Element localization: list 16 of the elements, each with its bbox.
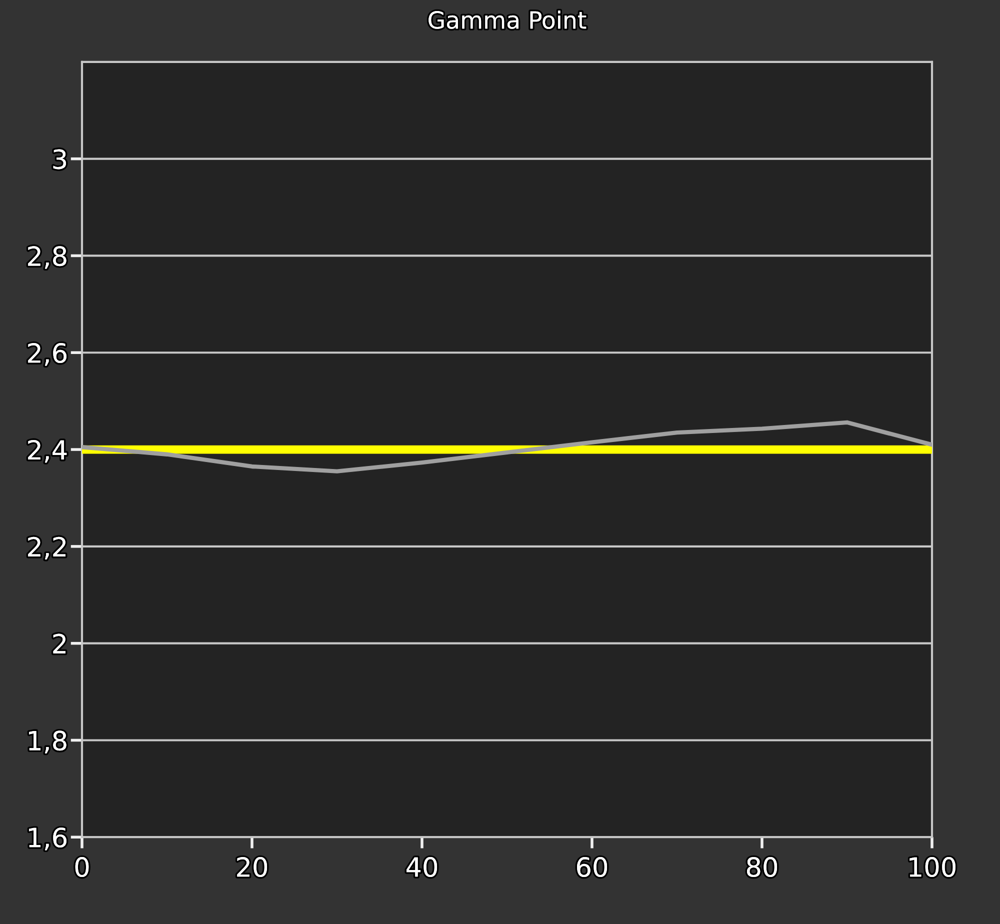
- x-tick-label: 80: [747, 857, 778, 878]
- x-tick-label: 60: [577, 857, 608, 878]
- line-series: [82, 420, 932, 474]
- y-tick-label: 2,2: [28, 536, 66, 560]
- chart-title: Gamma Point: [428, 10, 586, 29]
- x-tick-label: 20: [237, 857, 268, 878]
- y-tick-label: 2: [53, 634, 66, 654]
- y-tick-label: 3: [53, 149, 66, 170]
- y-tick-label: 2,4: [28, 440, 67, 463]
- x-tick-label: 100: [910, 857, 956, 878]
- x-tick-label: 0: [75, 857, 89, 878]
- x-tick-label: 40: [406, 857, 438, 878]
- y-tick-label: 2,6: [28, 343, 66, 366]
- y-tick-label: 2,8: [28, 246, 66, 269]
- y-tick-label: 1,6: [29, 828, 66, 850]
- y-tick-label: 1,8: [29, 730, 66, 754]
